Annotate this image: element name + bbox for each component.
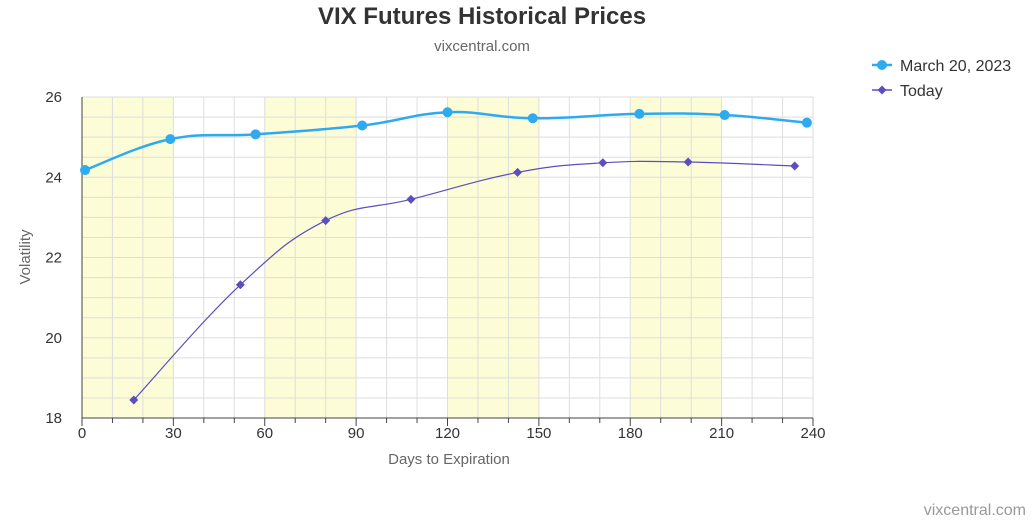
today-series-point [406, 194, 416, 204]
x-tick-label: 150 [526, 425, 551, 442]
legend-item-march[interactable]: March 20, 2023 [872, 58, 1011, 75]
x-ticks: 0 30 60 90 120 150 180 210 240 [78, 418, 826, 442]
x-tick-label: 180 [618, 425, 643, 442]
credit-text[interactable]: vixcentral.com [924, 502, 1026, 519]
x-tick-label: 240 [800, 425, 825, 442]
legend-label: March 20, 2023 [900, 58, 1011, 75]
today-series-point [790, 161, 800, 171]
legend-label: Today [900, 83, 943, 100]
x-axis-title: Days to Expiration [388, 451, 510, 468]
march-series-point [527, 113, 538, 124]
march-series-point [357, 120, 368, 131]
march-series-point [80, 165, 91, 176]
march-series [80, 107, 812, 176]
legend-marker [877, 60, 887, 70]
x-tick-label: 60 [256, 425, 273, 442]
y-tick-label: 24 [45, 169, 62, 186]
march-series-point [719, 110, 730, 121]
y-tick-label: 20 [45, 330, 62, 347]
x-tick-label: 30 [165, 425, 182, 442]
y-tick-label: 26 [45, 89, 62, 106]
y-axis-title: Volatility [17, 229, 34, 285]
legend: March 20, 2023 Today [872, 58, 1011, 100]
today-series-point [598, 158, 608, 168]
today-series-point [513, 167, 523, 177]
today-series-point [683, 157, 693, 167]
legend-marker [877, 85, 887, 95]
x-tick-label: 120 [435, 425, 460, 442]
today-series-point [129, 395, 139, 405]
chart-subtitle: vixcentral.com [434, 38, 530, 55]
y-tick-label: 18 [45, 410, 62, 427]
march-series-point [442, 107, 453, 118]
march-series-point [634, 108, 645, 119]
y-tick-label: 22 [45, 250, 62, 267]
today-series [129, 157, 800, 405]
today-series-point [235, 280, 245, 290]
legend-item-today[interactable]: Today [872, 83, 943, 100]
y-ticks: 18 20 22 24 26 [45, 89, 62, 427]
x-tick-label: 0 [78, 425, 86, 442]
x-tick-label: 210 [709, 425, 734, 442]
series-layer [80, 107, 812, 405]
today-series-point [321, 216, 331, 226]
march-series-point [165, 134, 176, 145]
march-series-point [801, 117, 812, 128]
chart-title: VIX Futures Historical Prices [318, 3, 646, 30]
march-series-point [250, 129, 261, 140]
x-tick-label: 90 [348, 425, 365, 442]
